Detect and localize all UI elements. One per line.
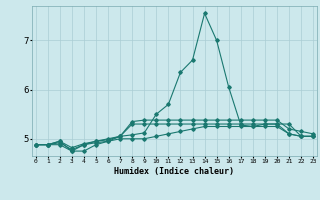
X-axis label: Humidex (Indice chaleur): Humidex (Indice chaleur) [115,167,234,176]
